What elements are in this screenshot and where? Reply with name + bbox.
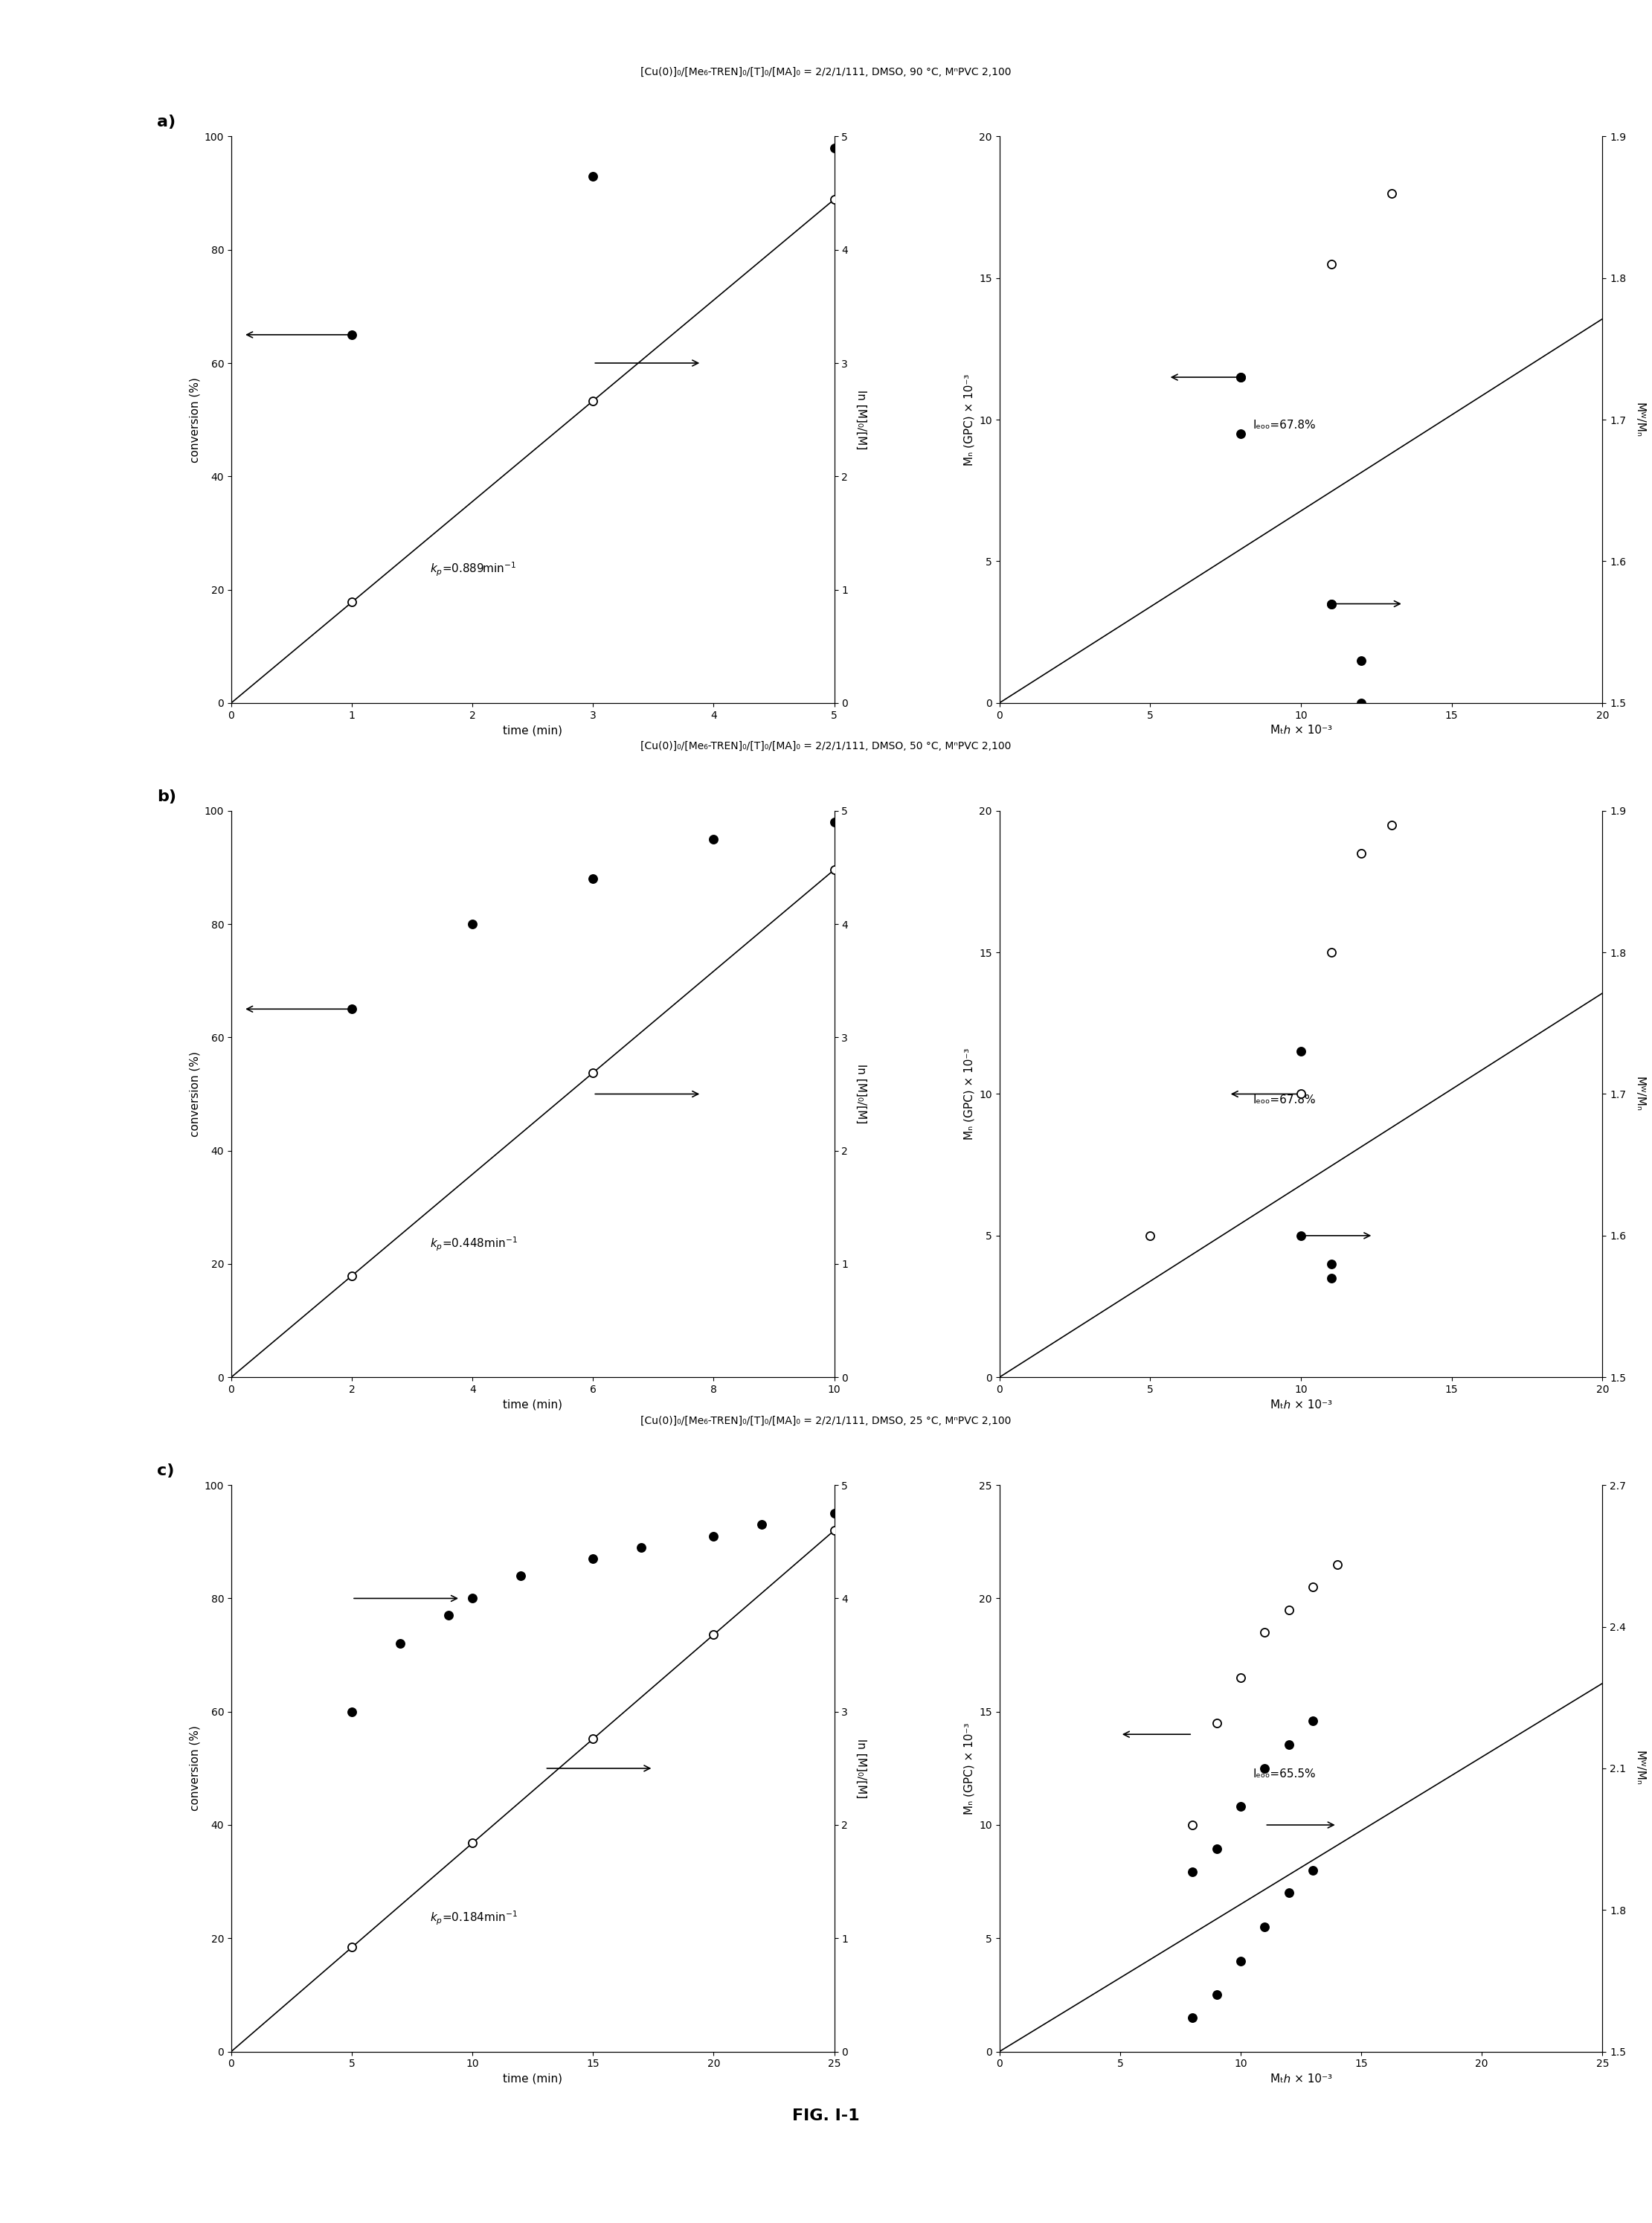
Text: $k_p$=0.448min$^{-1}$: $k_p$=0.448min$^{-1}$: [430, 1236, 519, 1252]
Y-axis label: Mᵂ/Mₙ: Mᵂ/Mₙ: [1634, 1752, 1645, 1785]
Y-axis label: ln [M]₀/[M]: ln [M]₀/[M]: [856, 389, 867, 449]
Text: [Cu(0)]₀/[Me₆-TREN]₀/[T]₀/[MA]₀ = 2/2/1/111, DMSO, 25 °C, MⁿPVC 2,100: [Cu(0)]₀/[Me₆-TREN]₀/[T]₀/[MA]₀ = 2/2/1/…: [641, 1416, 1011, 1425]
Text: [Cu(0)]₀/[Me₆-TREN]₀/[T]₀/[MA]₀ = 2/2/1/111, DMSO, 90 °C, MⁿPVC 2,100: [Cu(0)]₀/[Me₆-TREN]₀/[T]₀/[MA]₀ = 2/2/1/…: [641, 67, 1011, 78]
X-axis label: Mₜℎ × 10⁻³: Mₜℎ × 10⁻³: [1270, 2074, 1332, 2085]
X-axis label: Mₜℎ × 10⁻³: Mₜℎ × 10⁻³: [1270, 725, 1332, 736]
Y-axis label: conversion (%): conversion (%): [188, 378, 200, 462]
Y-axis label: Mᵂ/Mₙ: Mᵂ/Mₙ: [1634, 402, 1645, 438]
Text: $k_p$=0.889min$^{-1}$: $k_p$=0.889min$^{-1}$: [430, 560, 517, 578]
Y-axis label: conversion (%): conversion (%): [188, 1725, 200, 1812]
Y-axis label: Mₙ (GPC) × 10⁻³: Mₙ (GPC) × 10⁻³: [963, 1723, 975, 1814]
X-axis label: time (min): time (min): [502, 2074, 563, 2085]
Text: a): a): [157, 116, 175, 129]
Text: FIG. I-1: FIG. I-1: [793, 2107, 859, 2123]
Text: b): b): [157, 789, 177, 805]
Text: $k_p$=0.184min$^{-1}$: $k_p$=0.184min$^{-1}$: [430, 1910, 519, 1927]
Text: Iₑₒₒ=67.8%: Iₑₒₒ=67.8%: [1252, 1094, 1315, 1105]
Text: Iₑₒₒ=67.8%: Iₑₒₒ=67.8%: [1252, 420, 1315, 431]
Y-axis label: ln [M]₀/[M]: ln [M]₀/[M]: [856, 1065, 867, 1125]
Y-axis label: conversion (%): conversion (%): [188, 1051, 200, 1136]
Text: c): c): [157, 1463, 175, 1478]
Text: [Cu(0)]₀/[Me₆-TREN]₀/[T]₀/[MA]₀ = 2/2/1/111, DMSO, 50 °C, MⁿPVC 2,100: [Cu(0)]₀/[Me₆-TREN]₀/[T]₀/[MA]₀ = 2/2/1/…: [641, 740, 1011, 751]
X-axis label: time (min): time (min): [502, 725, 563, 736]
X-axis label: Mₜℎ × 10⁻³: Mₜℎ × 10⁻³: [1270, 1398, 1332, 1409]
Y-axis label: Mᵂ/Mₙ: Mᵂ/Mₙ: [1634, 1076, 1645, 1112]
Y-axis label: ln [M]₀/[M]: ln [M]₀/[M]: [856, 1738, 867, 1798]
Text: Iₑₒₒ=65.5%: Iₑₒₒ=65.5%: [1252, 1770, 1315, 1781]
Y-axis label: Mₙ (GPC) × 10⁻³: Mₙ (GPC) × 10⁻³: [963, 373, 975, 465]
X-axis label: time (min): time (min): [502, 1398, 563, 1409]
Y-axis label: Mₙ (GPC) × 10⁻³: Mₙ (GPC) × 10⁻³: [963, 1047, 975, 1140]
